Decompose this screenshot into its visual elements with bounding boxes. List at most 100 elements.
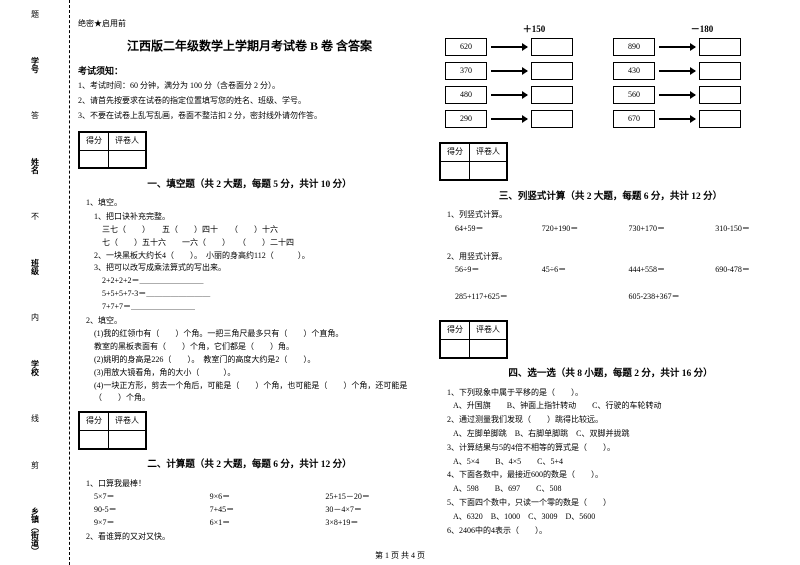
- v1c: 730+170＝: [629, 223, 696, 236]
- q1-3b: 5+5+5+7-3＝＿＿＿＿＿＿＿＿: [102, 288, 421, 301]
- v2a: 56÷9＝: [455, 264, 522, 277]
- c1: 1、口算我最棒！: [86, 478, 421, 491]
- bl-xuehao: 学号: [30, 57, 41, 73]
- arrow-icon: [491, 46, 527, 48]
- right-column: ＋150 620 370 480 290 －180 890 430 560 67…: [439, 18, 782, 547]
- score-cell-r2: 评卷人: [109, 413, 146, 431]
- v2c: 444+558＝: [629, 264, 696, 277]
- bl-ans: 答: [30, 111, 41, 119]
- c1-row1: 5×7＝ 9×6＝ 25+15－20＝: [94, 491, 421, 504]
- v1: 1、列竖式计算。: [447, 209, 782, 222]
- q2-2: (2)姚明的身高是226（ ）。 教室门的高度大约是2（ ）。: [94, 354, 421, 367]
- binding-labels: 题 学号 答 姓名 不 班级 内 学校 线 剪 乡镇（街道）: [8, 10, 62, 555]
- arrow-icon: [491, 94, 527, 96]
- dg-r2: 560: [613, 86, 655, 104]
- v2e: 285+117+625＝: [455, 291, 609, 304]
- v2d: 690-478＝: [715, 264, 782, 277]
- bl-town: 乡镇（街道）: [30, 507, 41, 555]
- v2-row2: 285+117+625＝ 605-238+367＝: [455, 291, 782, 304]
- score-box-2: 得分 评卷人: [78, 411, 147, 450]
- v1d: 310-150＝: [715, 223, 782, 236]
- left-column: 绝密★启用前 江西版二年级数学上学期月考试卷 B 卷 含答案 考试须知： 1、考…: [78, 18, 421, 547]
- bl-cut: 剪: [30, 461, 41, 469]
- dg-r0-out: [699, 38, 741, 56]
- dg-l3: 290: [445, 110, 487, 128]
- c1r1a: 5×7＝: [94, 491, 190, 504]
- score-cell-l4: 得分: [441, 321, 470, 339]
- arrow-icon: [659, 70, 695, 72]
- dg-left-col: 620 370 480 290: [445, 38, 573, 128]
- s4: 4、下面各数中，最接近600的数是（ ）。: [447, 469, 782, 482]
- dg-l0-out: [531, 38, 573, 56]
- dg-l0: 620: [445, 38, 487, 56]
- bl-forbid: 不: [30, 212, 41, 220]
- bl-inner: 内: [30, 313, 41, 321]
- page-footer: 第 1 页 共 4 页: [0, 550, 800, 561]
- score-cell-r: 评卷人: [109, 132, 146, 150]
- dg-r1: 430: [613, 62, 655, 80]
- s1: 1、下列现象中属于平移的是（ ）。: [447, 387, 782, 400]
- c1r1c: 25+15－20＝: [325, 491, 421, 504]
- q2: 2、填空。: [86, 315, 421, 328]
- section-2-title: 二、计算题（共 2 大题，每题 6 分，共计 12 分）: [78, 458, 421, 473]
- q2-4: (4)一块正方形，剪去一个角后，可能是（ ）个角，也可能是（ ）个角，还可能是（…: [94, 380, 421, 406]
- s4o: A、598 B、697 C、508: [453, 483, 782, 496]
- score-cell-l3: 得分: [441, 144, 470, 162]
- dg-head-r: －180: [663, 22, 741, 36]
- dg-l1: 370: [445, 62, 487, 80]
- c1r1b: 9×6＝: [210, 491, 306, 504]
- q1-1b: 七（ ）五十六 一六（ ） （ ）二十四: [102, 237, 421, 250]
- dg-l2: 480: [445, 86, 487, 104]
- q2-1b: 教室的黑板表面有（ ）个角，它们都是（ ）角。: [94, 341, 421, 354]
- notice-head: 考试须知：: [78, 64, 421, 78]
- q1-3a: 2+2+2+2＝＿＿＿＿＿＿＿＿: [102, 275, 421, 288]
- diagram-right-group: －180 890 430 560 670: [613, 22, 741, 128]
- dg-r2-out: [699, 86, 741, 104]
- c1-row3: 9×7＝ 6×1＝ 3×8+19＝: [94, 517, 421, 530]
- q1-3: 3、把可以改写成乘法算式的写出来。: [94, 262, 421, 275]
- section-1-title: 一、填空题（共 2 大题，每题 5 分，共计 10 分）: [78, 178, 421, 193]
- score-cell-l: 得分: [80, 132, 109, 150]
- notice-2: 2、请首先按要求在试卷的指定位置填写您的姓名、班级、学号。: [78, 95, 421, 108]
- q2-1: (1)我的红领巾有（ ）个角。一把三角尺最多只有（ ）个直角。: [94, 328, 421, 341]
- calc-diagram: ＋150 620 370 480 290 －180 890 430 560 67…: [445, 22, 782, 128]
- q1-3c: 7+7+7＝＿＿＿＿＿＿＿＿: [102, 301, 421, 314]
- v1-row: 64+59＝ 720+190＝ 730+170＝ 310-150＝: [455, 223, 782, 236]
- arrow-icon: [659, 46, 695, 48]
- c2: 2、看谁算的又对又快。: [86, 531, 421, 544]
- score-cell-r3: 评卷人: [470, 144, 507, 162]
- score-cell-r4: 评卷人: [470, 321, 507, 339]
- section-4-title: 四、选一选（共 8 小题，每题 2 分，共计 16 分）: [439, 367, 782, 382]
- q1-1a: 三七（ ） 五（ ）四十 （ ）十六: [102, 224, 421, 237]
- score-box-4: 得分 评卷人: [439, 320, 508, 359]
- v2-row1: 56÷9＝ 45÷6＝ 444+558＝ 690-478＝: [455, 264, 782, 277]
- c1r3c: 3×8+19＝: [325, 517, 421, 530]
- arrow-icon: [659, 94, 695, 96]
- s5o: A、6320 B、1000 C、3009 D、5600: [453, 511, 782, 524]
- secret-label: 绝密★启用前: [78, 18, 421, 31]
- page-content: 绝密★启用前 江西版二年级数学上学期月考试卷 B 卷 含答案 考试须知： 1、考…: [78, 18, 782, 547]
- score-cell-l2: 得分: [80, 413, 109, 431]
- bl-name: 姓名: [30, 158, 41, 174]
- diagram-left-group: ＋150 620 370 480 290: [445, 22, 573, 128]
- c1r2b: 7+45＝: [210, 504, 306, 517]
- v2b: 45÷6＝: [542, 264, 609, 277]
- dg-l2-out: [531, 86, 573, 104]
- s5: 5、下面四个数中，只读一个零的数是（ ）: [447, 497, 782, 510]
- v2: 2、用竖式计算。: [447, 251, 782, 264]
- q1-1: 1、把口诀补充完整。: [94, 211, 421, 224]
- dg-r1-out: [699, 62, 741, 80]
- dg-r0: 890: [613, 38, 655, 56]
- dg-r3: 670: [613, 110, 655, 128]
- notice-1: 1、考试时间：60 分钟，满分为 100 分（含卷面分 2 分）。: [78, 80, 421, 93]
- c1r3b: 6×1＝: [210, 517, 306, 530]
- bl-topic: 题: [30, 10, 41, 18]
- exam-title: 江西版二年级数学上学期月考试卷 B 卷 含答案: [78, 37, 421, 56]
- notice-3: 3、不要在试卷上乱写乱画，卷面不整洁扣 2 分，密封线外请勿作答。: [78, 110, 421, 123]
- arrow-icon: [659, 118, 695, 120]
- c1-row2: 90-5＝ 7+45＝ 30－4×7＝: [94, 504, 421, 517]
- bl-school: 学校: [30, 360, 41, 376]
- c1r3a: 9×7＝: [94, 517, 190, 530]
- arrow-icon: [491, 118, 527, 120]
- bl-line: 线: [30, 414, 41, 422]
